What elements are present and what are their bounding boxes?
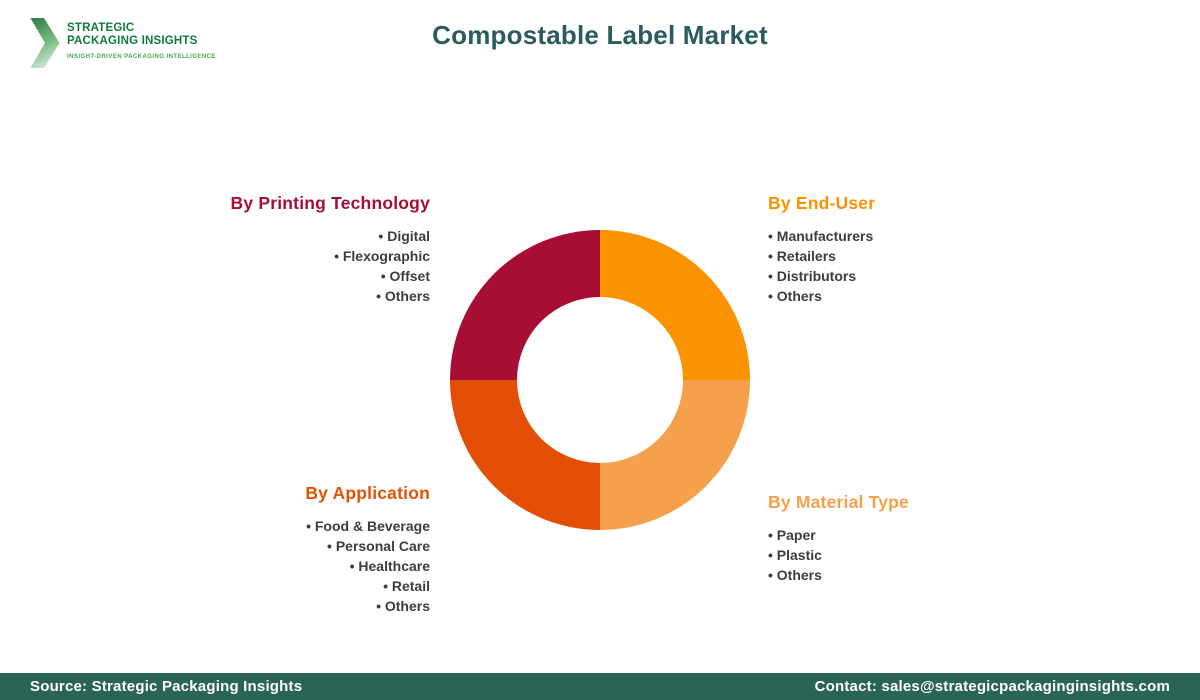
- footer-source: Source: Strategic Packaging Insights: [30, 678, 303, 695]
- segment-heading-end-user: By End-User: [768, 193, 876, 213]
- segment-item: Paper: [768, 525, 1068, 545]
- segment-group-material-type: By Material Type Paper Plastic Others: [768, 492, 1068, 585]
- logo-line-2: PACKAGING INSIGHTS: [67, 34, 198, 47]
- segment-heading-material-type: By Material Type: [768, 492, 909, 512]
- segment-item: Others: [768, 286, 1068, 306]
- chevron-logo-icon: [30, 18, 60, 68]
- footer-contact: Contact: sales@strategicpackaginginsight…: [814, 678, 1170, 695]
- segment-item: Digital: [130, 226, 430, 246]
- logo-line-1: STRATEGIC: [67, 22, 135, 34]
- segment-item: Flexographic: [130, 246, 430, 266]
- segment-group-printing-technology: By Printing Technology Digital Flexograp…: [130, 193, 431, 306]
- segment-item: Food & Beverage: [130, 516, 430, 536]
- segment-item: Healthcare: [130, 556, 430, 576]
- logo-text: STRATEGIC PACKAGING INSIGHTS INSIGHT-DRI…: [67, 22, 216, 60]
- segment-item: Retail: [130, 576, 430, 596]
- segment-item: Offset: [130, 266, 430, 286]
- company-logo: STRATEGIC PACKAGING INSIGHTS INSIGHT-DRI…: [30, 10, 216, 68]
- segment-heading-printing-technology: By Printing Technology: [230, 193, 430, 213]
- segment-item: Distributors: [768, 266, 1068, 286]
- segment-heading-application: By Application: [305, 483, 430, 503]
- logo-tagline: INSIGHT-DRIVEN PACKAGING INTELLIGENCE: [67, 54, 216, 60]
- segment-item: Others: [130, 596, 430, 616]
- footer-bar: Source: Strategic Packaging Insights Con…: [0, 673, 1200, 700]
- segment-item: Retailers: [768, 246, 1068, 266]
- segment-item: Manufacturers: [768, 226, 1068, 246]
- page-title: Compostable Label Market: [432, 20, 768, 50]
- segment-item: Others: [768, 565, 1068, 585]
- segment-item: Plastic: [768, 545, 1068, 565]
- donut-hole: [517, 297, 683, 463]
- segment-group-end-user: By End-User Manufacturers Retailers Dist…: [768, 193, 1068, 306]
- donut-chart: [450, 230, 750, 530]
- segment-group-application: By Application Food & Beverage Personal …: [130, 483, 430, 616]
- segment-item: Personal Care: [130, 536, 430, 556]
- segment-item: Others: [130, 286, 430, 306]
